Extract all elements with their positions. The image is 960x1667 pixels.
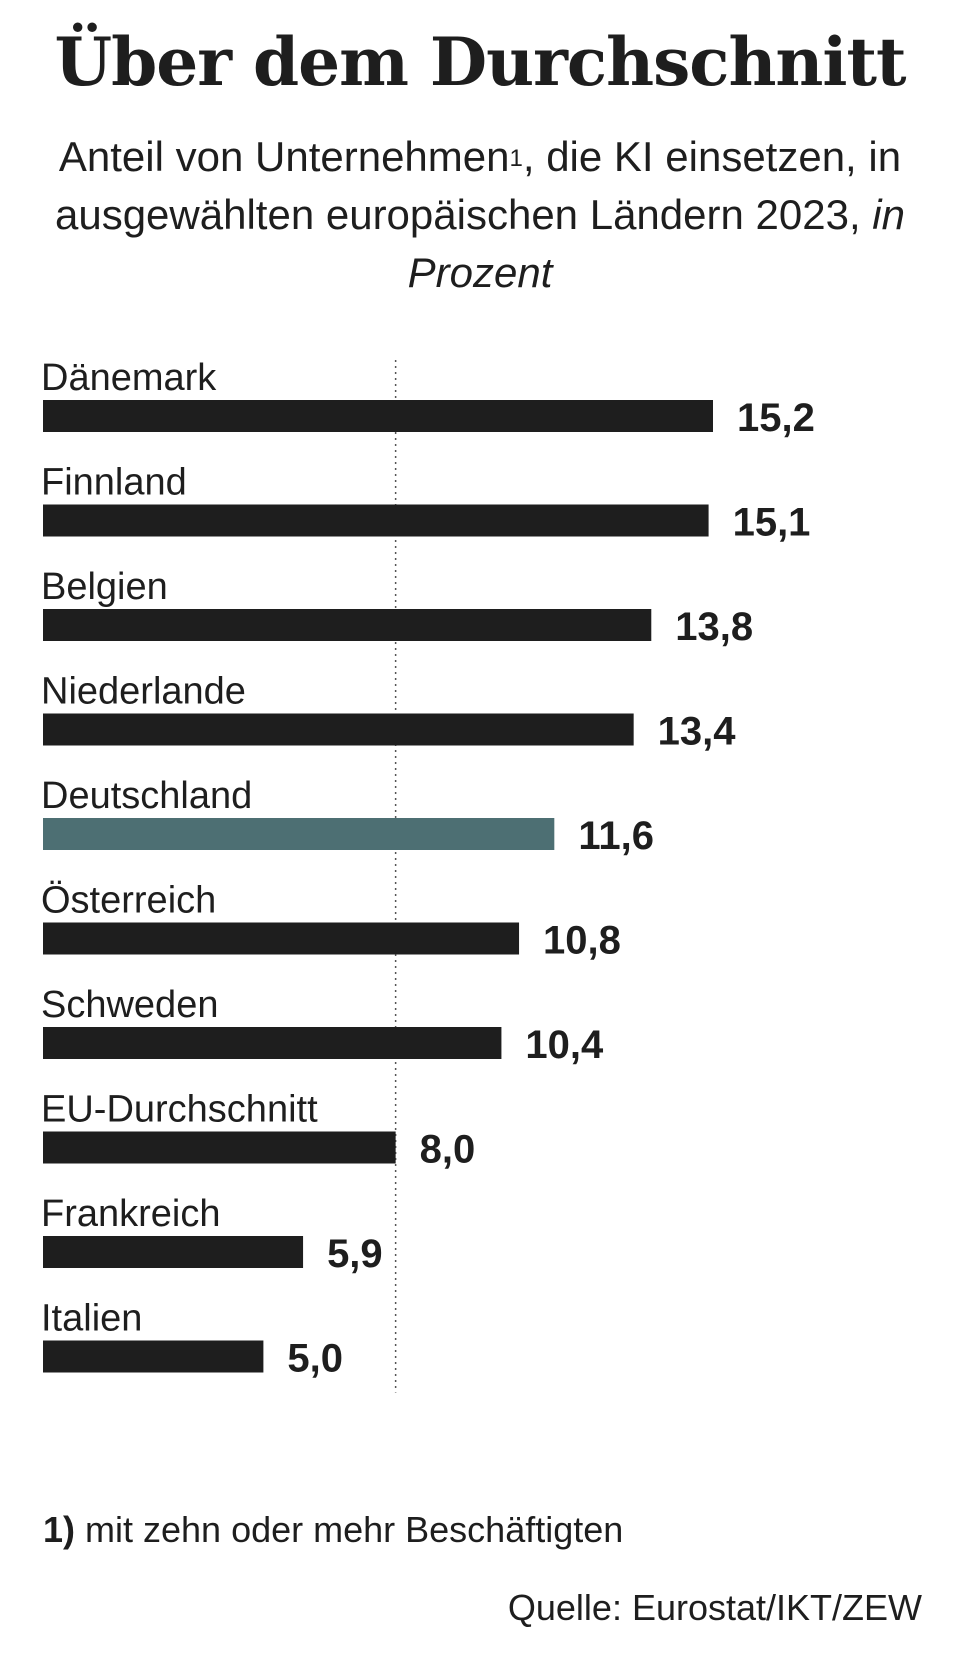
- category-label: Deutschland: [41, 775, 252, 817]
- bar: [43, 818, 555, 850]
- bar: [43, 1340, 264, 1373]
- value-label: 15,1: [733, 501, 811, 545]
- bar: [43, 1131, 396, 1164]
- bar-chart: Dänemark 15,2 Finnland 15,1 Belgien 13,8 Niede…: [41, 360, 815, 1393]
- category-label: Niederlande: [41, 671, 246, 713]
- subtitle-unit: in Prozent: [407, 191, 905, 296]
- category-label: Italien: [41, 1298, 142, 1340]
- category-label: Dänemark: [41, 360, 217, 399]
- bar: [43, 504, 709, 537]
- source-note: Quelle: Eurostat/IKT/ZEW: [507, 1587, 922, 1628]
- value-label: 8,0: [420, 1128, 476, 1172]
- value-label: 10,4: [525, 1023, 604, 1067]
- bar: [43, 609, 652, 641]
- category-label: Frankreich: [41, 1193, 221, 1235]
- bar: [43, 1027, 502, 1059]
- chart-title: Über dem Durchschnitt: [54, 23, 907, 101]
- subtitle-footnote-mark: 1: [509, 145, 523, 172]
- footnote: 1) mit zehn oder mehr Beschäftigten: [43, 1508, 623, 1552]
- category-label: EU-Durchschnitt: [41, 1089, 318, 1131]
- value-label: 13,4: [658, 710, 737, 754]
- value-label: 11,6: [578, 814, 654, 858]
- value-label: 15,2: [737, 396, 815, 440]
- chart-subtitle: Anteil von Unternehmen1, die KI einsetze…: [30, 128, 930, 302]
- bar: [43, 922, 520, 955]
- footnote-mark: 1): [43, 1509, 76, 1550]
- category-label: Belgien: [41, 566, 168, 608]
- category-label: Österreich: [41, 880, 216, 922]
- subtitle-text-continued: , die KI einsetzen, in ausgewählten euro…: [54, 133, 902, 238]
- bar: [43, 1236, 304, 1268]
- footnote-text: mit zehn oder mehr Beschäftigten: [75, 1509, 624, 1550]
- subtitle-text: Anteil von Unternehmen: [58, 133, 510, 180]
- value-label: 5,0: [287, 1337, 343, 1381]
- value-label: 5,9: [327, 1232, 383, 1276]
- bar: [43, 713, 634, 746]
- value-label: 10,8: [543, 919, 621, 963]
- category-label: Finnland: [41, 462, 187, 504]
- category-label: Schweden: [41, 984, 218, 1026]
- value-label: 13,8: [675, 605, 753, 649]
- bar: [43, 400, 713, 432]
